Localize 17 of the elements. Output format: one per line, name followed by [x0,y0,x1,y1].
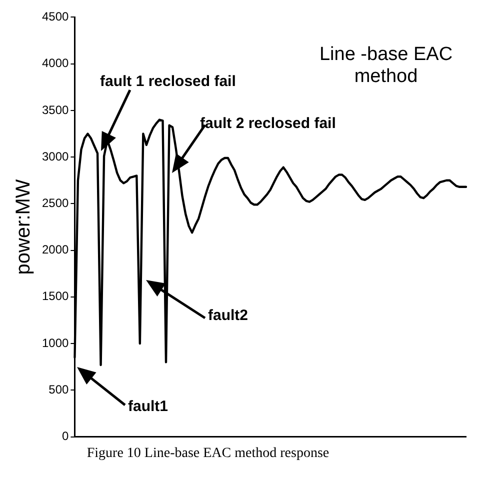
y-tick-label: 3500 [42,102,70,117]
caption: Figure 10 Line-base EAC method response [86,446,330,462]
y-tick-label: 500 [48,382,70,396]
annotation: fault1 [128,398,168,416]
y-tick-label: 4000 [42,56,70,70]
annotation: fault2 [208,307,248,325]
y-tick-label: 0 [62,429,70,444]
y-tick-label: 3000 [42,149,70,164]
y-tick-label: 1500 [42,289,70,304]
annotation: fault 1 reclosed fail [100,73,236,91]
y-axis-title: power:MW [12,179,35,275]
y-tick-label: 2500 [42,196,70,210]
y-tick-label: 2000 [42,242,70,257]
y-tick-label: 1000 [42,336,70,350]
text: Line -base EAC method [319,44,453,87]
y-tick-label: 4500 [42,10,70,24]
annotation: fault 2 reclosed fail [200,115,336,133]
